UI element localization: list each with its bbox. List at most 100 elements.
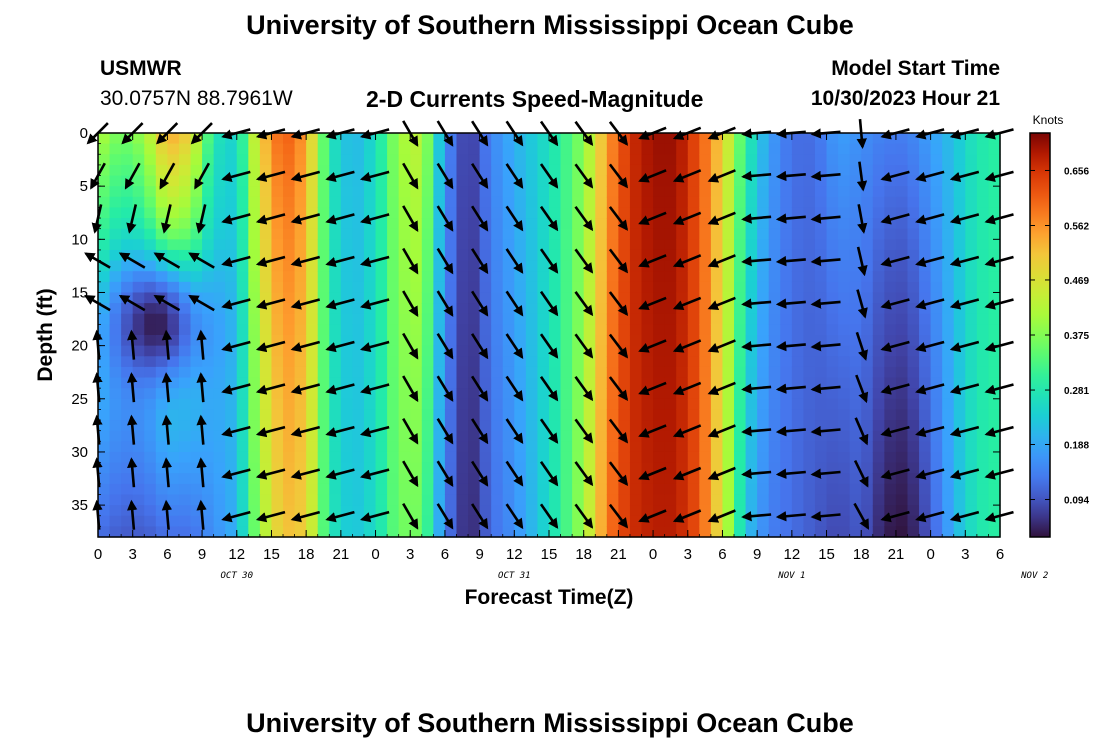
- heat-cell: [942, 398, 955, 411]
- heat-cell: [340, 505, 354, 517]
- heat-cell: [525, 303, 539, 315]
- heat-cell: [271, 324, 284, 336]
- heat-cell: [98, 133, 111, 145]
- heat-cell: [572, 526, 585, 538]
- heat-cell: [768, 505, 781, 517]
- heat-cell: [468, 260, 481, 272]
- heat-cell: [491, 335, 504, 347]
- heat-cell: [410, 420, 423, 432]
- heat-cell: [583, 409, 596, 421]
- heat-cell: [942, 143, 955, 155]
- heat-cell: [213, 186, 226, 198]
- heat-cell: [884, 207, 897, 219]
- current-arrow: [402, 205, 419, 233]
- heat-cell: [734, 483, 747, 496]
- heat-cell: [468, 483, 481, 496]
- heat-cell: [537, 430, 550, 442]
- heat-cell: [988, 420, 1001, 432]
- heat-cell: [583, 196, 596, 209]
- heat-cell: [213, 292, 226, 304]
- heat-cell: [757, 377, 770, 389]
- heat-cell: [248, 388, 261, 400]
- heat-cell: [780, 313, 793, 325]
- heat-cell: [976, 292, 990, 304]
- heat-cell: [444, 451, 458, 464]
- heat-cell: [953, 186, 966, 198]
- heat-cell: [387, 377, 400, 389]
- heat-cell: [456, 441, 469, 453]
- x-tick-label: 3: [406, 546, 414, 563]
- heat-cell: [248, 186, 261, 198]
- heat-cell: [780, 505, 793, 517]
- heat-cell: [976, 451, 990, 464]
- heat-cell: [780, 526, 793, 538]
- heat-cell: [583, 249, 596, 262]
- heat-cell: [155, 313, 168, 325]
- heat-cell: [907, 430, 920, 442]
- heat-cell: [433, 239, 446, 251]
- heat-cell: [178, 430, 192, 442]
- heat-cell: [283, 441, 296, 453]
- heat-cell: [283, 196, 296, 209]
- heat-cell: [583, 441, 596, 453]
- y-axis-title: Depth (ft): [34, 288, 57, 381]
- heat-cell: [202, 377, 215, 389]
- heat-cell: [433, 186, 446, 198]
- heat-cell: [202, 483, 215, 496]
- heat-cell: [444, 494, 458, 506]
- heat-cell: [178, 196, 192, 209]
- current-arrow: [741, 511, 772, 522]
- heat-cell: [537, 366, 550, 379]
- current-arrow: [505, 460, 524, 487]
- heat-cell: [433, 430, 446, 442]
- heat-cell: [398, 388, 411, 400]
- heat-cell: [907, 526, 920, 538]
- current-arrow: [325, 298, 355, 310]
- current-arrow: [505, 333, 524, 360]
- heat-cell: [456, 420, 469, 432]
- heat-cell: [225, 186, 238, 198]
- heat-cell: [225, 196, 238, 209]
- heat-cell: [213, 388, 226, 400]
- heat-cell: [884, 356, 897, 368]
- heat-cell: [849, 207, 862, 219]
- heat-cell: [780, 483, 793, 496]
- heat-cell: [745, 377, 758, 389]
- heat-cell: [583, 207, 596, 219]
- heat-cell: [919, 186, 932, 198]
- heat-cell: [456, 207, 469, 219]
- heat-cell: [421, 409, 434, 421]
- heat-cell: [710, 335, 724, 347]
- heat-cell: [676, 366, 689, 379]
- current-arrow: [707, 424, 736, 438]
- heat-cell: [595, 292, 608, 304]
- heat-cell: [109, 292, 122, 304]
- heat-cell: [803, 271, 816, 283]
- heat-cell: [861, 133, 874, 145]
- heat-cell: [468, 207, 481, 219]
- heat-cell: [606, 175, 619, 187]
- heat-cell: [745, 483, 758, 496]
- current-arrow: [707, 381, 736, 396]
- heat-cell: [155, 441, 168, 453]
- heat-cell: [676, 409, 689, 421]
- heat-cell: [109, 515, 122, 527]
- heat-cell: [710, 271, 724, 283]
- heat-cell: [132, 494, 145, 506]
- heat-cell: [109, 260, 122, 272]
- heat-cell: [294, 271, 307, 283]
- heat-cell: [491, 239, 504, 251]
- heat-cell: [144, 388, 157, 400]
- heat-cell: [340, 409, 354, 421]
- heat-cell: [109, 505, 122, 517]
- heat-cell: [907, 420, 920, 432]
- heat-cell: [271, 420, 284, 432]
- heat-cell: [653, 260, 666, 272]
- heat-cell: [560, 196, 573, 209]
- heat-cell: [525, 143, 539, 155]
- heat-cell: [248, 164, 261, 177]
- heat-cell: [687, 175, 700, 187]
- heat-cell: [768, 303, 781, 315]
- heat-cell: [387, 398, 400, 411]
- heat-cell: [676, 420, 689, 432]
